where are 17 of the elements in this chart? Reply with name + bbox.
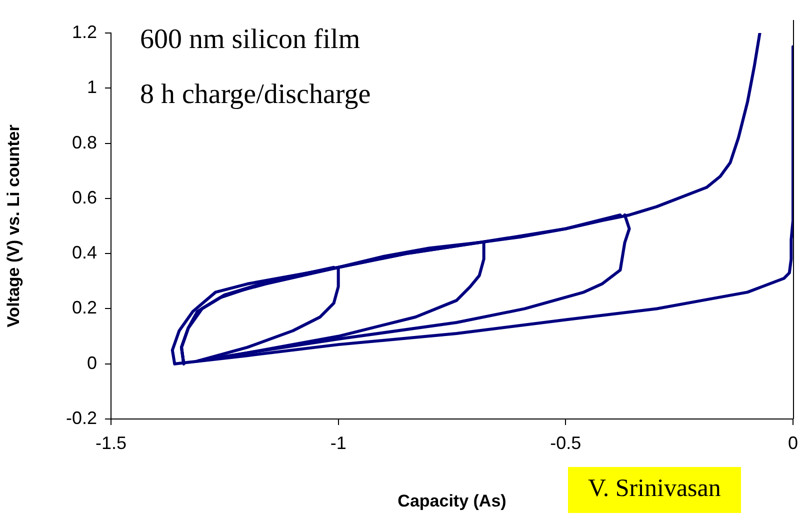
y-tick-label: 0.4	[72, 242, 97, 263]
y-axis-title: Voltage (V) vs. Li counter	[4, 124, 23, 328]
annotation: 8 h charge/discharge	[140, 79, 371, 111]
x-tick-label: -1.5	[95, 432, 127, 453]
y-tick-label: 0	[86, 352, 97, 373]
y-tick-label: 0.6	[72, 187, 97, 208]
x-axis-title: Capacity (As)	[398, 491, 506, 510]
y-tick-label: -0.2	[66, 408, 97, 428]
x-tick-label: -0.5	[550, 432, 582, 453]
x-tick-label: -1	[330, 432, 346, 453]
y-tick-label: 0.2	[72, 298, 97, 318]
annotation: 600 nm silicon film	[140, 24, 360, 56]
y-tick-label: 1	[86, 77, 97, 98]
text: V. Srinivasan	[568, 467, 741, 513]
x-tick-label: 0	[788, 432, 798, 453]
y-tick-label: 1.2	[72, 22, 97, 42]
y-tick-label: 0.8	[72, 132, 97, 152]
